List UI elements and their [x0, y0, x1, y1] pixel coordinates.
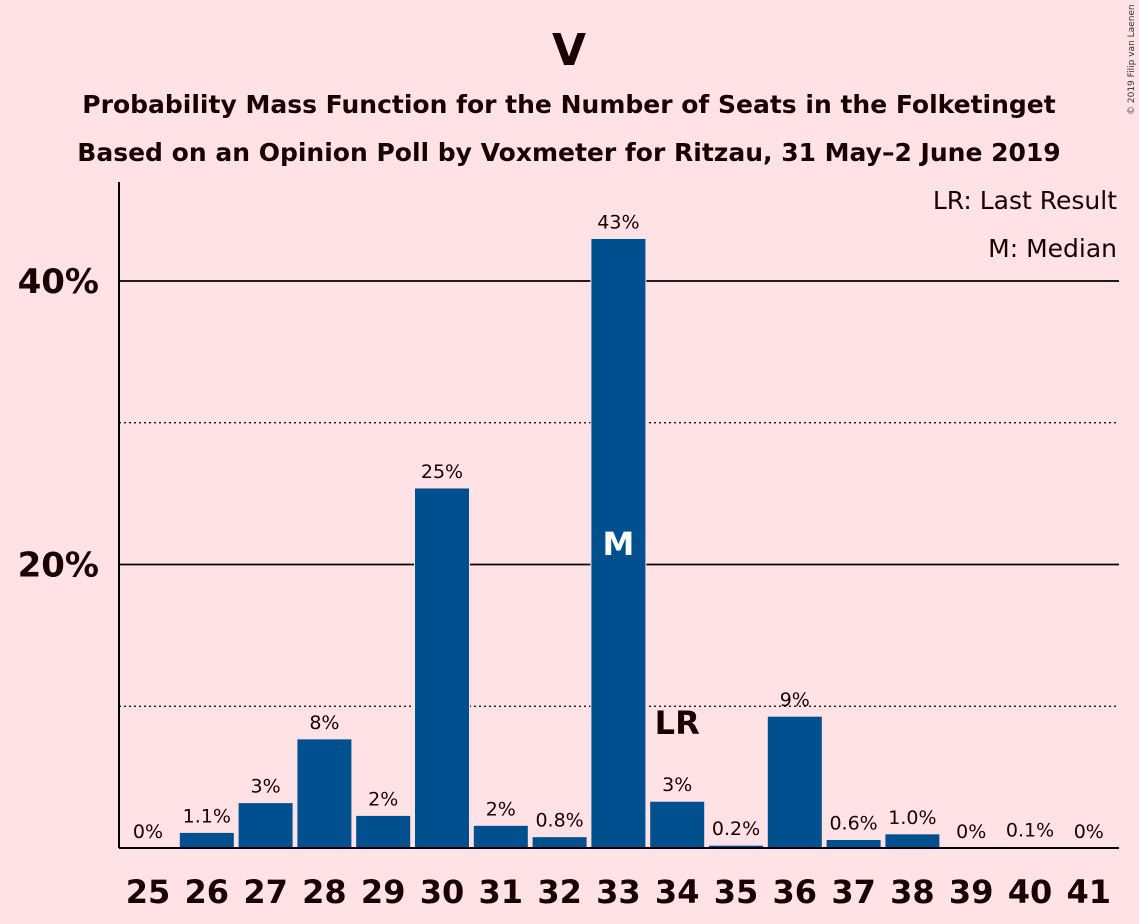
bar-seat-26 — [178, 831, 235, 849]
bar-seat-36 — [766, 715, 823, 849]
data-label-seat-36: 9% — [780, 689, 810, 711]
chart-subtitle-line-1: Probability Mass Function for the Number… — [82, 90, 1055, 119]
data-label-seat-28: 8% — [309, 712, 339, 734]
bar-seat-28 — [296, 738, 353, 849]
x-tick-label: 39 — [949, 873, 994, 911]
data-label-seat-37: 0.6% — [829, 812, 877, 834]
bar-seat-38 — [884, 833, 941, 849]
bar-seat-33 — [590, 237, 647, 849]
bar-seat-37 — [825, 838, 882, 849]
x-tick-label: 33 — [596, 873, 641, 911]
x-tick-label: 36 — [773, 873, 818, 911]
copyright-notice: © 2019 Filip van Laenen — [1127, 4, 1137, 115]
data-label-seat-34: 3% — [662, 774, 692, 796]
data-label-seat-38: 1.0% — [888, 807, 936, 829]
x-tick-label: 32 — [537, 873, 582, 911]
x-axis-ticks: 25 26 27 28 29 30 31 32 33 34 35 36 37 38 39 40 41 — [126, 873, 1111, 911]
x-tick-label: 40 — [1008, 873, 1053, 911]
bar-seat-30 — [414, 487, 470, 849]
legend-median: M: Median — [988, 234, 1117, 263]
bar-seat-34 — [649, 800, 706, 849]
legend-last-result: LR: Last Result — [933, 186, 1117, 215]
y-axis-ticks: 20% 40% — [18, 262, 99, 586]
data-label-seat-30: 25% — [421, 461, 463, 483]
data-label-seat-29: 2% — [368, 788, 398, 810]
data-label-seat-26: 1.1% — [183, 805, 231, 827]
x-tick-label: 41 — [1067, 873, 1112, 911]
data-label-seat-35: 0.2% — [712, 818, 760, 840]
x-tick-label: 31 — [479, 873, 524, 911]
data-label-seat-25: 0% — [133, 821, 163, 843]
y-tick-label: 40% — [18, 262, 99, 302]
x-tick-label: 30 — [420, 873, 465, 911]
bar-seat-31 — [472, 824, 529, 849]
data-label-seat-32: 0.8% — [535, 810, 583, 832]
x-tick-label: 27 — [243, 873, 288, 911]
data-label-seat-39: 0% — [956, 821, 986, 843]
last-result-marker: LR — [655, 704, 700, 742]
bar-seat-27 — [237, 802, 294, 849]
x-tick-label: 25 — [126, 873, 171, 911]
x-tick-label: 38 — [890, 873, 935, 911]
data-label-seat-41: 0% — [1074, 821, 1104, 843]
data-label-seat-27: 3% — [251, 776, 281, 798]
chart-title: V — [552, 25, 586, 76]
bars — [178, 237, 1058, 849]
bar-seat-32 — [531, 836, 588, 849]
y-tick-label: 20% — [18, 546, 99, 586]
x-tick-label: 35 — [714, 873, 759, 911]
chart-subtitle-line-2: Based on an Opinion Poll by Voxmeter for… — [77, 138, 1060, 167]
axes — [118, 182, 1119, 849]
data-label-seat-40: 0.1% — [1006, 820, 1054, 842]
x-tick-label: 29 — [361, 873, 406, 911]
data-labels: 0% 1.1% 3% 8% 2% 25% 2% 0.8% 43% 3% 0.2% 9% 0.6% 1.0%… — [133, 211, 1104, 843]
data-label-seat-31: 2% — [486, 798, 516, 820]
x-tick-label: 28 — [302, 873, 347, 911]
bar-seat-29 — [355, 814, 412, 849]
median-marker: M — [602, 525, 634, 563]
x-tick-label: 37 — [831, 873, 876, 911]
data-label-seat-33: 43% — [597, 211, 639, 233]
x-tick-label: 34 — [655, 873, 700, 911]
x-tick-label: 26 — [185, 873, 230, 911]
